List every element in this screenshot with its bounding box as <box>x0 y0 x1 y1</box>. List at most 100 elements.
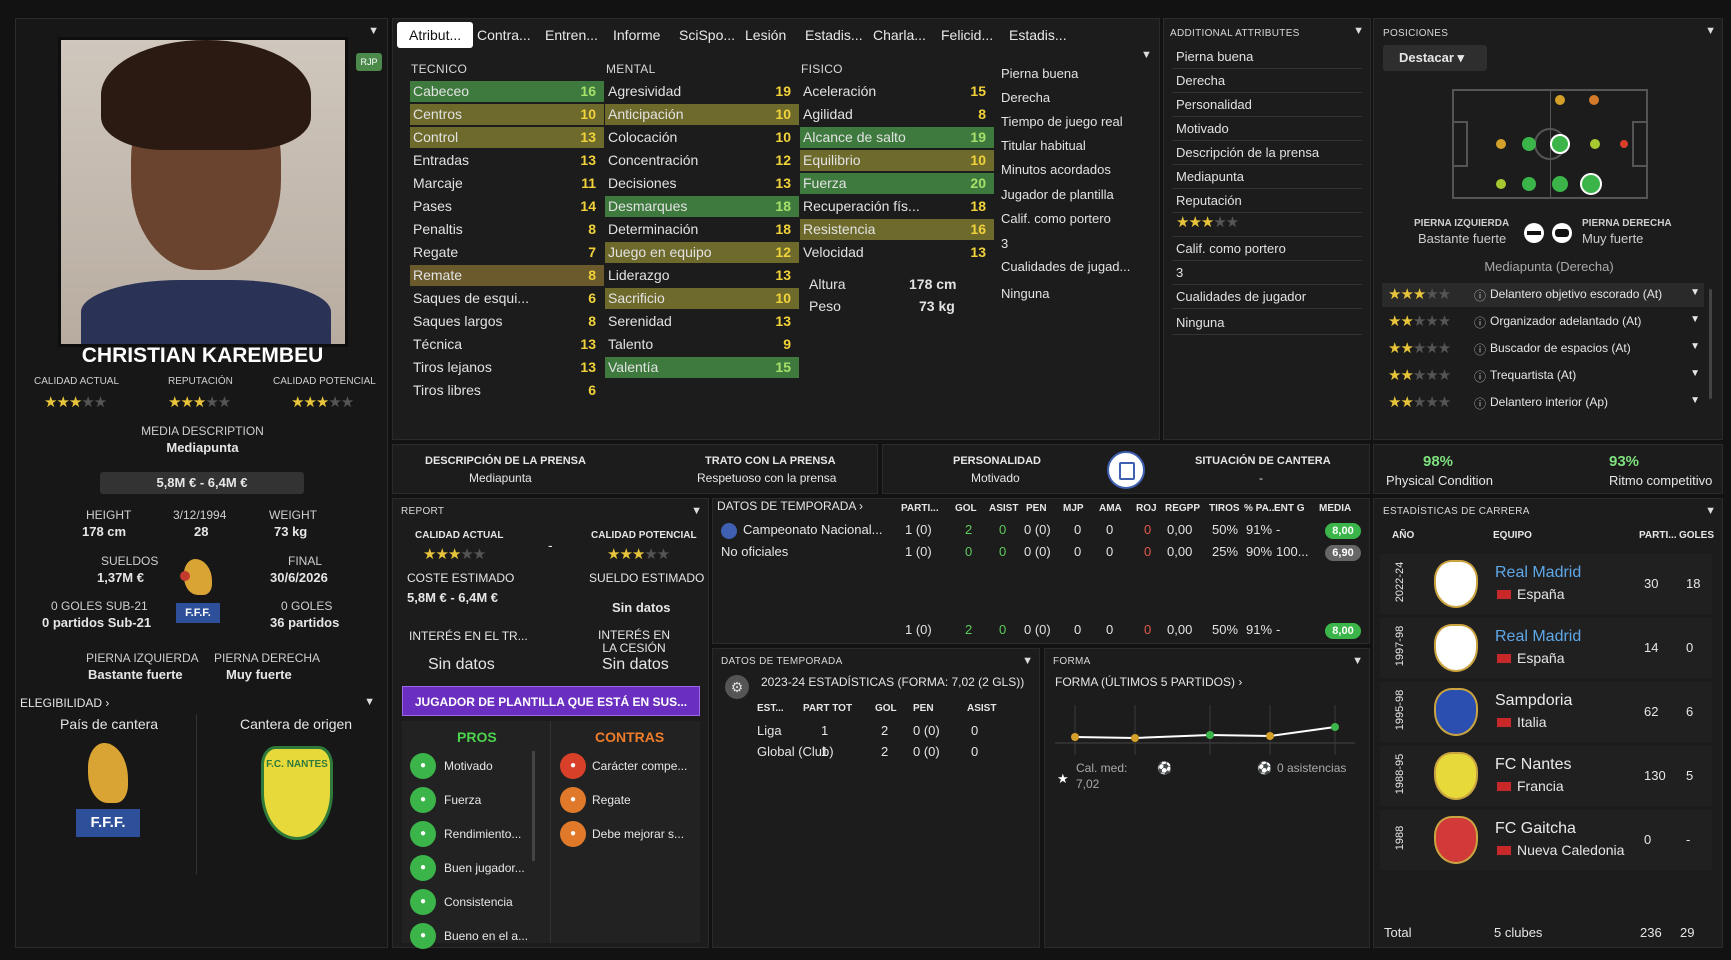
season-col-7[interactable]: REGPP <box>1165 503 1201 514</box>
chevron-down-icon[interactable]: ▼ <box>1022 655 1033 667</box>
season2-col-0[interactable]: EST... <box>757 703 784 714</box>
chevron-down-icon[interactable]: ▼ <box>1352 655 1363 667</box>
tab-4[interactable]: SciSpo... <box>679 27 736 43</box>
attr-fisico-3[interactable]: Equilibrio 10 <box>800 150 994 171</box>
career-row-1[interactable] <box>1380 618 1712 678</box>
tab-6[interactable]: Estadis... <box>805 27 863 43</box>
career-team[interactable]: Real Madrid <box>1495 628 1582 645</box>
attr-tecnico-2[interactable]: Control 13 <box>410 127 604 148</box>
attr-tecnico-3[interactable]: Entradas 13 <box>413 152 596 168</box>
attr-tecnico-8[interactable]: Remate 8 <box>410 265 604 286</box>
info-icon[interactable]: ⓘ <box>1474 316 1487 330</box>
season-col-11[interactable]: MEDIA <box>1319 503 1352 514</box>
attr-mental-3[interactable]: Concentración 12 <box>608 152 791 168</box>
season-col-9[interactable]: % PA... <box>1244 503 1278 514</box>
attr-mental-9[interactable]: Sacrificio 10 <box>605 288 799 309</box>
chevron-down-icon[interactable]: ▼ <box>1690 287 1700 298</box>
attr-fisico-4[interactable]: Fuerza 20 <box>800 173 994 194</box>
tab-1[interactable]: Contra... <box>477 27 531 43</box>
season-col-6[interactable]: ROJ <box>1136 503 1157 514</box>
attr-mental-2[interactable]: Colocación 10 <box>608 129 791 145</box>
season-title[interactable]: DATOS DE TEMPORADA › <box>717 499 864 513</box>
attr-mental-8[interactable]: Liderazgo 13 <box>608 267 791 283</box>
attr-fisico-2[interactable]: Alcance de salto 19 <box>800 127 994 148</box>
attr-mental-12[interactable]: Valentía 15 <box>605 357 799 378</box>
role-row-1[interactable]: ★★★★★ ⓘ Organizador adelantado (At) ▼ <box>1382 310 1704 334</box>
attr-mental-10[interactable]: Serenidad 13 <box>608 313 791 329</box>
attr-mental-5[interactable]: Desmarques 18 <box>605 196 799 217</box>
settings-icon[interactable]: ⚙ <box>725 675 749 699</box>
highlight-button[interactable]: Destacar ▾ <box>1383 45 1487 71</box>
tab-2[interactable]: Entren... <box>545 27 598 43</box>
tab-0[interactable]: Atribut... <box>397 22 474 48</box>
season-col-5[interactable]: AMA <box>1099 503 1122 514</box>
form-sub[interactable]: FORMA (ÚLTIMOS 5 PARTIDOS) › <box>1055 675 1243 689</box>
attr-tecnico-6[interactable]: Penaltis 8 <box>413 221 596 237</box>
career-team[interactable]: Real Madrid <box>1495 564 1582 581</box>
chevron-down-icon[interactable]: ▼ <box>1705 25 1716 37</box>
personality-icon[interactable] <box>1107 451 1145 489</box>
attr-tecnico-13[interactable]: Tiros libres 6 <box>413 382 596 398</box>
season2-col-1[interactable]: PART TOT <box>803 703 853 714</box>
attr-tecnico-10[interactable]: Saques largos 8 <box>413 313 596 329</box>
attr-fisico-1[interactable]: Agilidad 8 <box>803 106 986 122</box>
attr-mental-0[interactable]: Agresividad 19 <box>608 83 791 99</box>
role-row-2[interactable]: ★★★★★ ⓘ Buscador de espacios (At) ▼ <box>1382 337 1704 361</box>
season-col-3[interactable]: PEN <box>1026 503 1047 514</box>
attr-mental-6[interactable]: Determinación 18 <box>608 221 791 237</box>
season-col-10[interactable]: ENT G <box>1274 503 1305 514</box>
attr-tecnico-1[interactable]: Centros 10 <box>410 104 604 125</box>
tab-5[interactable]: Lesión <box>745 27 787 43</box>
tab-8[interactable]: Felicid... <box>941 27 994 43</box>
season2-col-2[interactable]: GOL <box>875 703 897 714</box>
chevron-down-icon[interactable]: ▼ <box>364 696 375 708</box>
role-row-0[interactable]: ★★★★★ ⓘ Delantero objetivo escorado (At) ▼ <box>1382 283 1704 307</box>
tab-9[interactable]: Estadis... <box>1009 27 1067 43</box>
info-icon[interactable]: ⓘ <box>1474 370 1487 384</box>
attr-tecnico-12[interactable]: Tiros lejanos 13 <box>413 359 596 375</box>
season-col-2[interactable]: ASIST <box>989 503 1019 514</box>
attr-tecnico-9[interactable]: Saques de esqui... 6 <box>413 290 596 306</box>
season2-col-3[interactable]: PEN <box>913 703 934 714</box>
chevron-down-icon[interactable]: ▼ <box>691 505 702 517</box>
chevron-down-icon[interactable]: ▼ <box>1690 314 1700 325</box>
attr-fisico-5[interactable]: Recuperación fís... 18 <box>803 198 986 214</box>
attr-tecnico-0[interactable]: Cabeceo 16 <box>410 81 604 102</box>
chevron-down-icon[interactable]: ▼ <box>1690 395 1700 406</box>
season-row-name[interactable]: No oficiales <box>721 544 789 559</box>
col-goals[interactable]: GOLES <box>1679 530 1715 541</box>
career-row-2[interactable] <box>1380 682 1712 742</box>
attr-fisico-6[interactable]: Resistencia 16 <box>800 219 994 240</box>
squad-status-banner[interactable]: JUGADOR DE PLANTILLA QUE ESTÁ EN SUS... <box>402 686 700 716</box>
col-apps[interactable]: PARTI... <box>1639 530 1677 541</box>
role-row-3[interactable]: ★★★★★ ⓘ Trequartista (At) ▼ <box>1382 364 1704 388</box>
attr-mental-7[interactable]: Juego en equipo 12 <box>605 242 799 263</box>
season2-col-4[interactable]: ASIST <box>967 703 997 714</box>
tab-7[interactable]: Charla... <box>873 27 926 43</box>
col-team[interactable]: EQUIPO <box>1493 530 1532 541</box>
attr-tecnico-5[interactable]: Pases 14 <box>413 198 596 214</box>
tab-3[interactable]: Informe <box>613 27 661 43</box>
season-col-1[interactable]: GOL <box>955 503 977 514</box>
eligibility-header[interactable]: ELEGIBILIDAD › <box>20 696 110 710</box>
chevron-down-icon[interactable]: ▼ <box>1690 368 1700 379</box>
chevron-down-icon[interactable]: ▼ <box>1690 341 1700 352</box>
info-icon[interactable]: ⓘ <box>1474 397 1487 411</box>
season-col-8[interactable]: TIROS <box>1209 503 1240 514</box>
attr-mental-1[interactable]: Anticipación 10 <box>605 104 799 125</box>
attr-fisico-0[interactable]: Aceleración 15 <box>803 83 986 99</box>
roles-scrollbar[interactable] <box>1709 289 1712 399</box>
career-row-0[interactable] <box>1380 554 1712 614</box>
chevron-down-icon[interactable]: ▼ <box>368 25 379 37</box>
career-row-4[interactable] <box>1380 810 1712 870</box>
season-col-4[interactable]: MJP <box>1063 503 1084 514</box>
pros-scrollbar[interactable] <box>532 751 535 861</box>
attr-mental-11[interactable]: Talento 9 <box>608 336 791 352</box>
attr-tecnico-7[interactable]: Regate 7 <box>413 244 596 260</box>
season-row-name[interactable]: Campeonato Nacional... <box>743 522 883 537</box>
attr-tecnico-11[interactable]: Técnica 13 <box>413 336 596 352</box>
info-icon[interactable]: ⓘ <box>1474 343 1487 357</box>
chevron-down-icon[interactable]: ▼ <box>1353 25 1364 37</box>
attr-mental-4[interactable]: Decisiones 13 <box>608 175 791 191</box>
col-year[interactable]: AÑO <box>1392 530 1415 541</box>
